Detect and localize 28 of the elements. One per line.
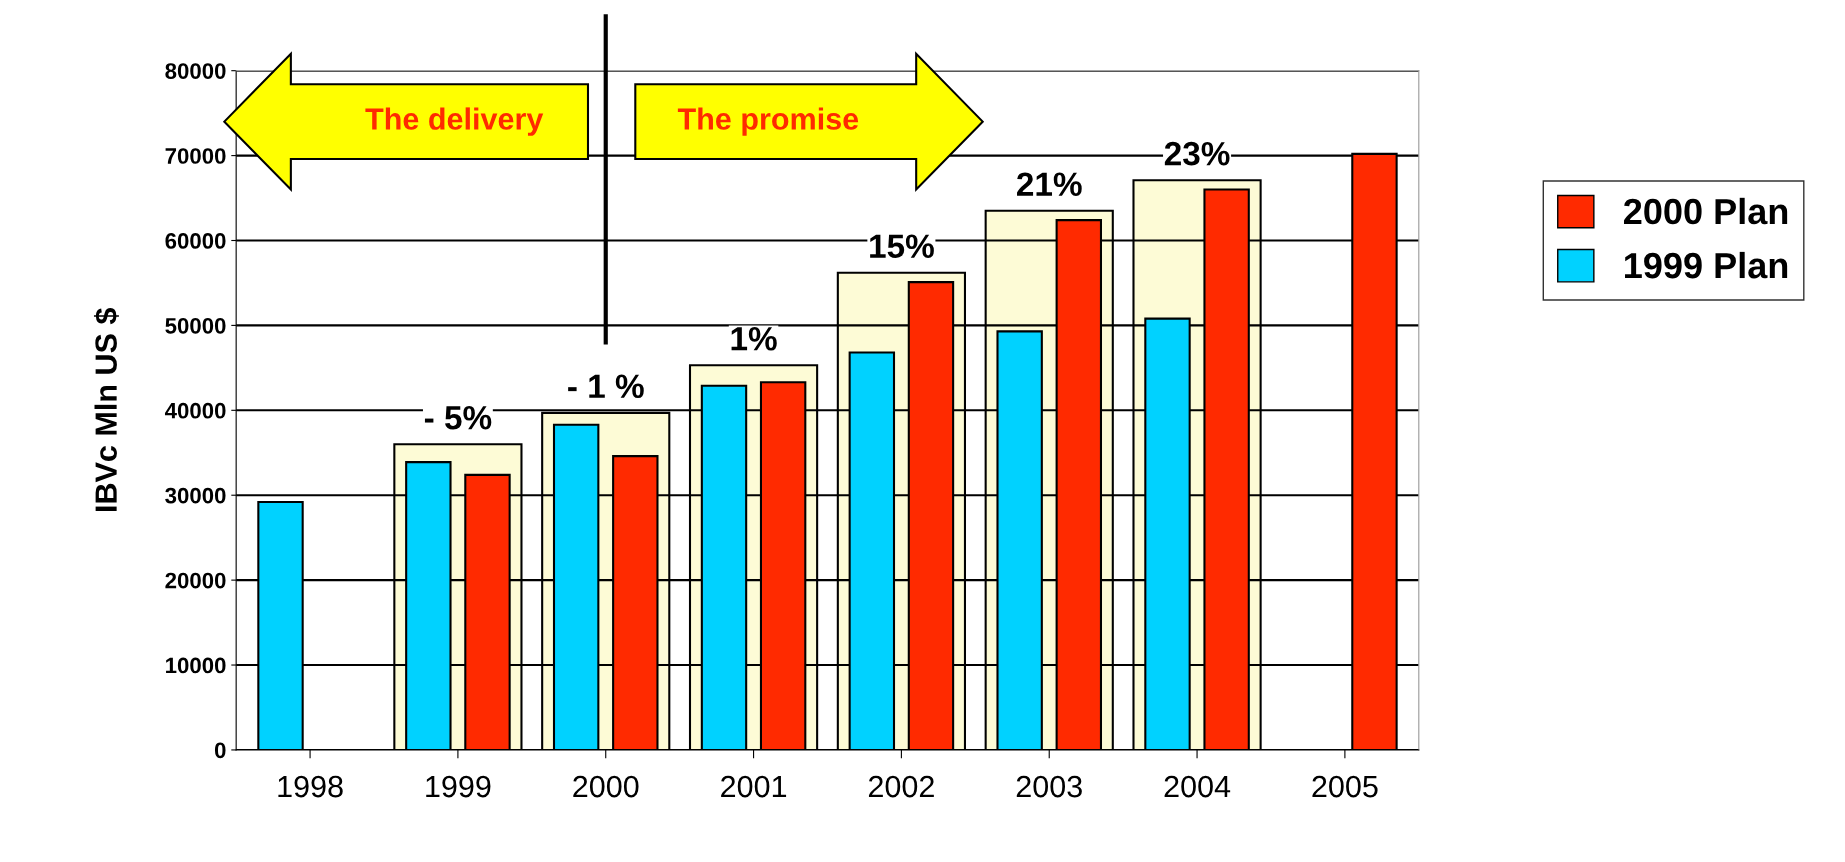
annotation: 1% [731,327,777,351]
legend-label: 2000 Plan [1624,197,1788,225]
x-tick-label: 2003 [1016,775,1082,798]
annotation: The promise [677,107,859,136]
y-tick-label: 70000 [165,148,226,164]
y-tick-label: 40000 [164,402,226,419]
annotation: 15% [870,234,934,259]
x-tick-label: 1998 [278,775,343,798]
y-tick-label: 0 [214,742,226,759]
x-tick-label: 1999 [426,775,491,798]
y-tick-label: 30000 [165,487,226,504]
annotation: 21% [1017,172,1082,196]
x-tick-label: 2005 [1312,775,1378,798]
x-tick-label: 2004 [1164,775,1231,798]
y-tick-label: 50000 [165,317,226,334]
annotation: - 5% [424,406,492,430]
legend-label: 1999 Plan [1625,251,1788,279]
y-axis-title: IBVc Mln US $ [93,308,119,511]
y-tick-label: 10000 [166,657,226,674]
y-tick-label: 80000 [165,63,226,79]
x-tick-label: 2000 [573,775,639,798]
x-tick-label: 2001 [721,775,787,798]
annotation: The delivery [365,107,544,136]
y-tick-label: 60000 [165,233,226,249]
x-tick-label: 2002 [868,775,934,798]
annotation: - 1 % [568,374,644,399]
annotation: 23% [1164,141,1230,166]
y-tick-label: 20000 [165,572,226,589]
